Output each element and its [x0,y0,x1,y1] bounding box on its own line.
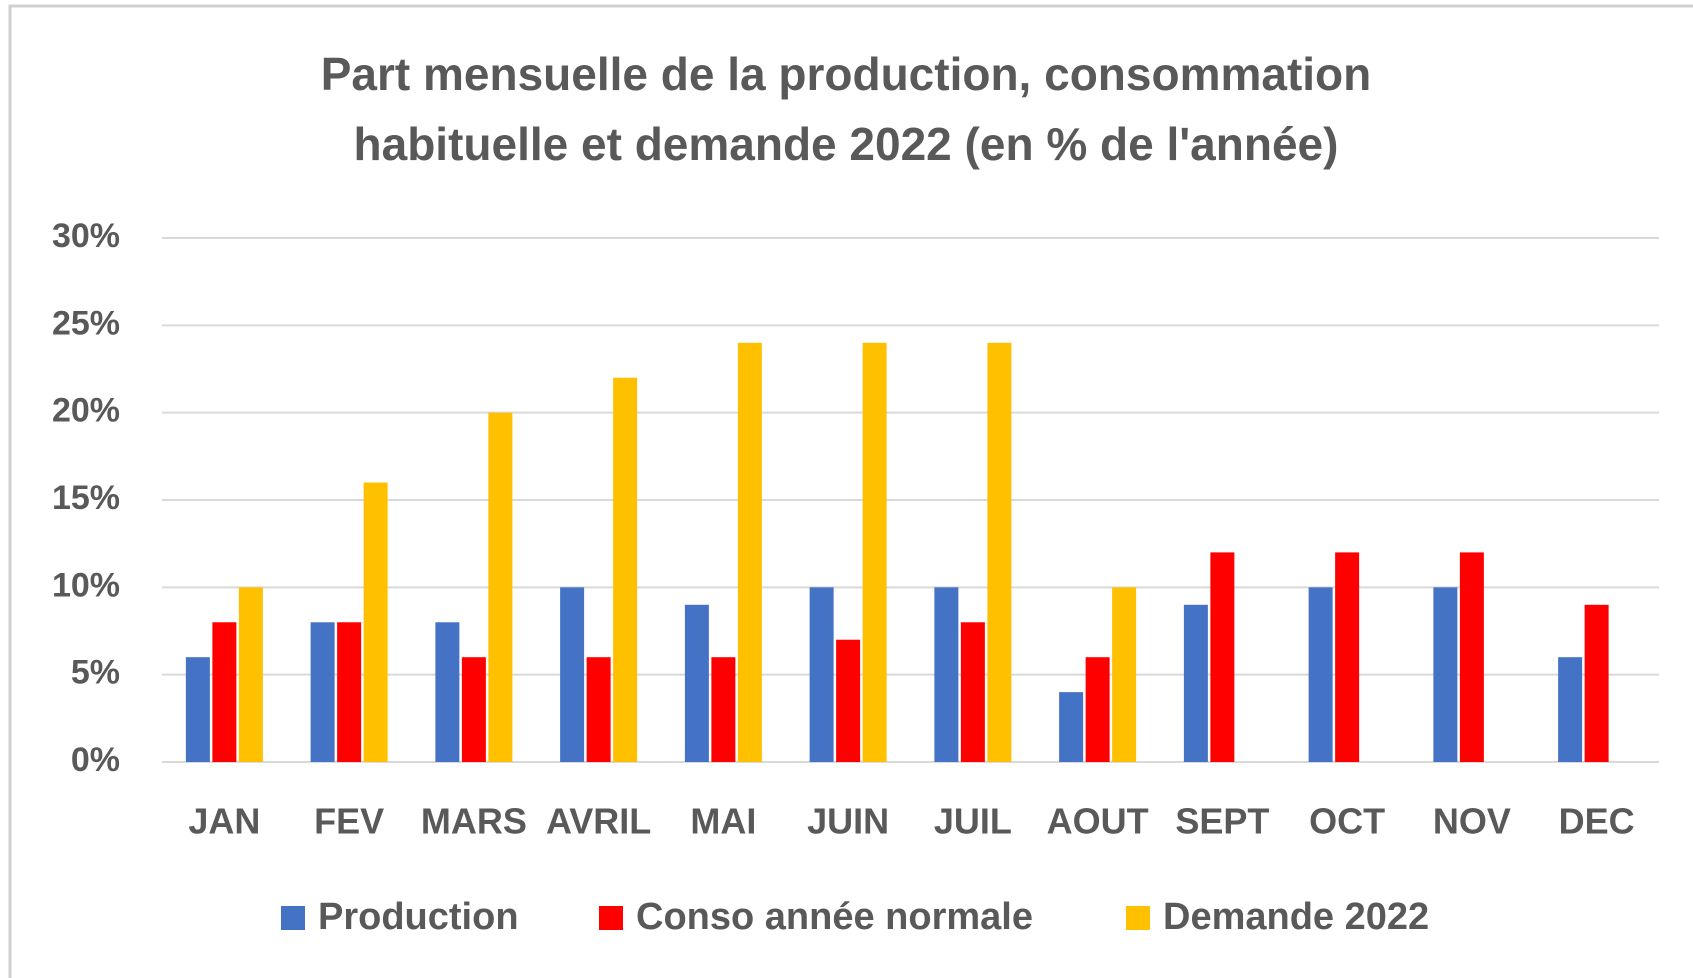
bar [711,657,736,762]
x-tick-label: JAN [188,801,260,842]
bar [185,657,210,762]
bar [960,622,985,762]
bar [934,587,959,762]
x-tick-label: FEV [314,801,384,842]
legend-swatch [281,906,305,930]
bar [310,622,335,762]
bar [1059,692,1084,762]
y-tick-label: 10% [52,566,120,604]
x-tick-label: MARS [421,801,527,842]
x-tick-label: AVRIL [546,801,651,842]
y-tick-label: 30% [52,217,120,255]
x-tick-label: MAI [690,801,756,842]
bar [586,657,611,762]
legend-label: Production [318,896,519,938]
y-tick-label: 20% [52,392,120,430]
bar [212,622,237,762]
bar [737,342,762,762]
chart-frame [8,4,1693,978]
bar [613,377,638,762]
bar [435,622,460,762]
legend-label: Demande 2022 [1163,896,1429,938]
x-tick-label: JUIN [807,801,889,842]
bar [1433,587,1458,762]
bar [363,482,388,762]
bar [560,587,585,762]
x-tick-label: AOUT [1047,801,1149,842]
bar [862,342,887,762]
y-tick-label: 25% [52,304,120,342]
bar [238,587,263,762]
bar [987,342,1012,762]
y-tick-label: 0% [71,741,120,779]
y-tick-label: 15% [52,479,120,517]
bar [809,587,834,762]
legend-label: Conso année normale [636,896,1033,938]
bar [1308,587,1333,762]
bar [1558,657,1583,762]
bar [1085,657,1110,762]
bar [1210,552,1235,762]
bar [1459,552,1484,762]
x-tick-label: JUIL [934,801,1012,842]
legend-swatch [599,906,623,930]
bar [461,657,486,762]
x-tick-label: OCT [1309,801,1385,842]
bar [1183,604,1208,762]
bar [836,639,861,762]
bar [684,604,709,762]
y-tick-label: 5% [71,654,120,692]
chart-title: Part mensuelle de la production, consomm… [321,48,1372,100]
bar [488,412,513,762]
chart-title: habituelle et demande 2022 (en % de l'an… [354,118,1339,170]
x-tick-label: NOV [1433,801,1511,842]
x-tick-label: DEC [1559,801,1635,842]
bar [1335,552,1360,762]
bar [1112,587,1137,762]
x-tick-label: SEPT [1175,801,1269,842]
bar [1584,604,1609,762]
legend-swatch [1126,906,1150,930]
bar [337,622,362,762]
